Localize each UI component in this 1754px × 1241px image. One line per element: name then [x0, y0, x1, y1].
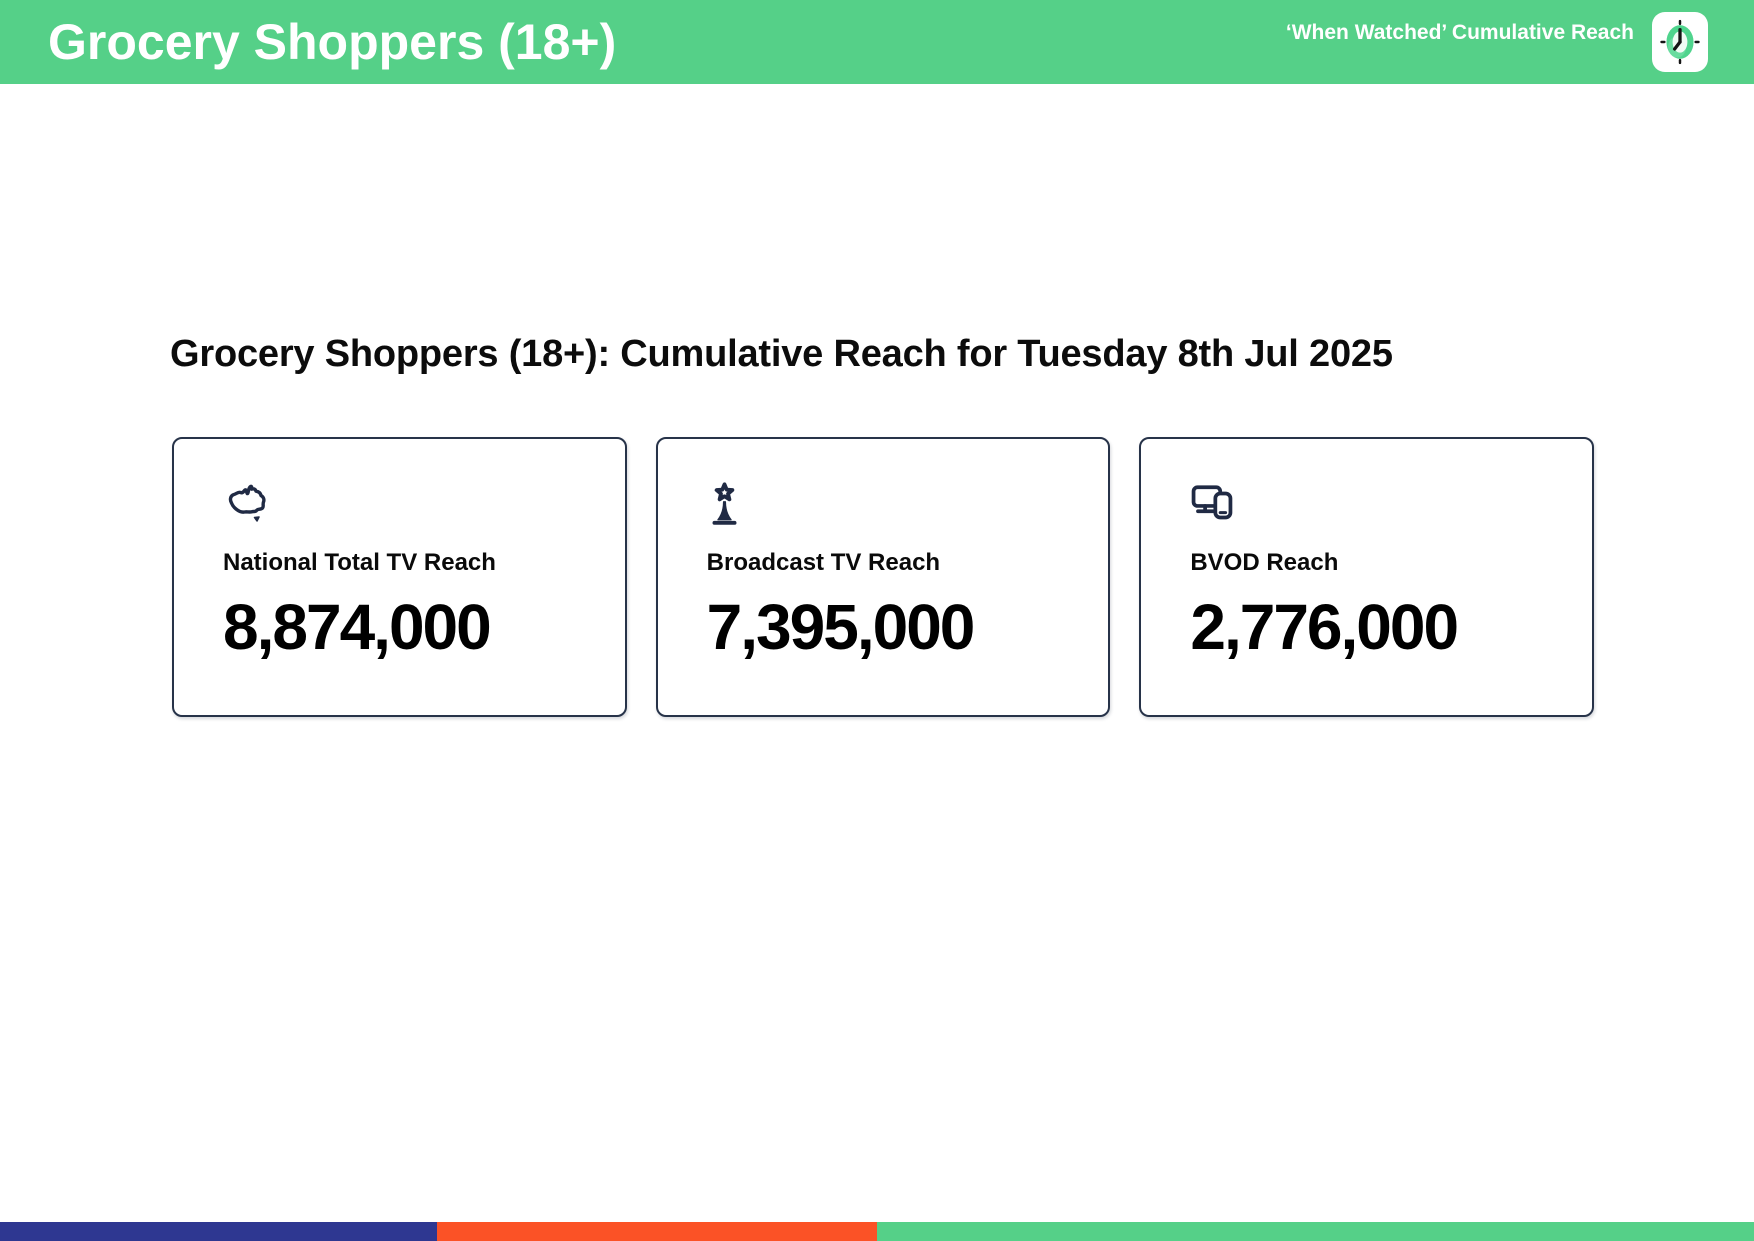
header-bar: Grocery Shoppers (18+) ‘When Watched’ Cu…	[0, 0, 1754, 84]
australia-map-icon	[223, 481, 605, 527]
kpi-value: 2,776,000	[1190, 591, 1459, 663]
kpi-value: 7,395,000	[706, 591, 976, 663]
kpi-cards: National Total TV Reach 8,874,000 Broadc…	[172, 437, 1595, 717]
stripe-segment-green	[876, 1222, 1754, 1241]
devices-icon	[1190, 481, 1572, 527]
kpi-label: National Total TV Reach	[223, 549, 496, 576]
kpi-value: 8,874,000	[223, 591, 492, 663]
kpi-card-national-total-tv-reach: National Total TV Reach 8,874,000	[172, 437, 627, 717]
kpi-card-bvod-reach: BVOD Reach 2,776,000	[1139, 437, 1595, 717]
kpi-label: Broadcast TV Reach	[706, 549, 941, 576]
header-subtitle: ‘When Watched’ Cumulative Reach	[1285, 21, 1634, 44]
stripe-segment-blue	[0, 1222, 437, 1241]
report-heading: Grocery Shoppers (18+): Cumulative Reach…	[170, 333, 1393, 375]
stripe-segment-orange	[436, 1222, 877, 1241]
page-title: Grocery Shoppers (18+)	[48, 14, 617, 70]
kpi-label: BVOD Reach	[1190, 549, 1339, 576]
clock-logo-icon	[1652, 12, 1708, 72]
header-right-group: ‘When Watched’ Cumulative Reach	[1286, 12, 1708, 72]
broadcast-tower-icon	[707, 481, 1089, 527]
kpi-card-broadcast-tv-reach: Broadcast TV Reach 7,395,000	[655, 437, 1111, 717]
footer-stripe	[0, 1222, 1754, 1241]
